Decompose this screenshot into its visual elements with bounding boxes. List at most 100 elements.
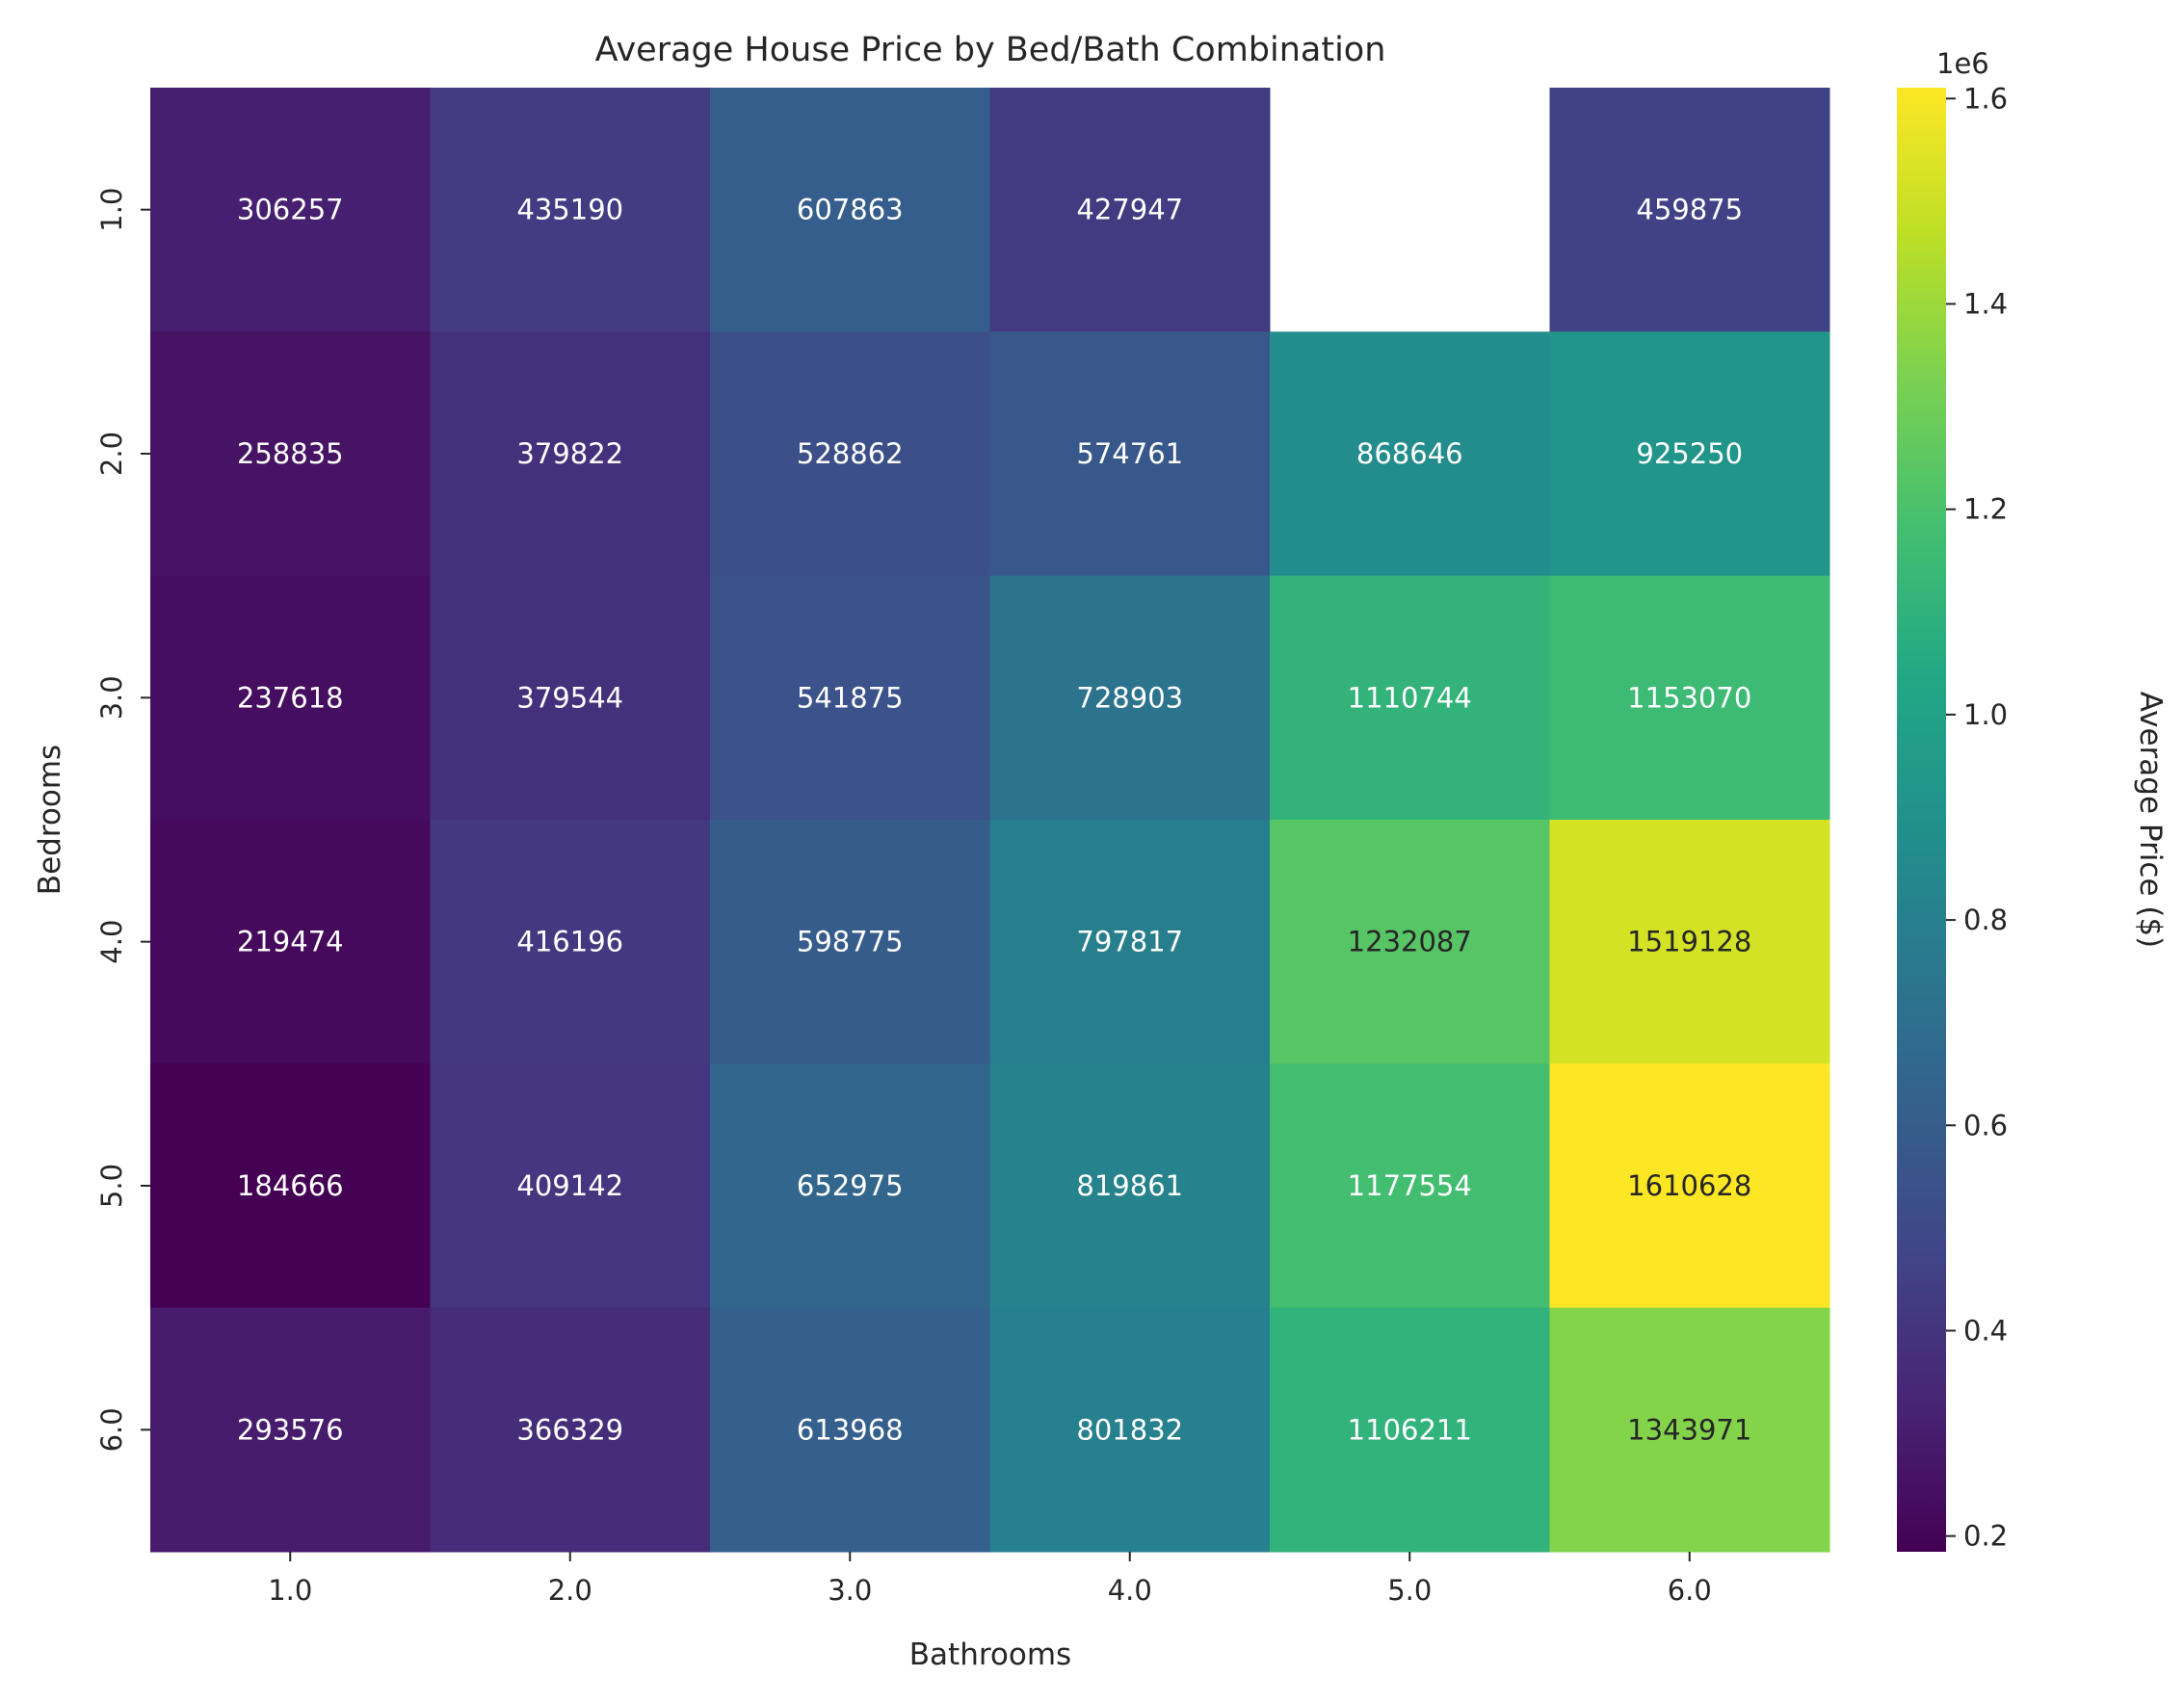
cell-value-label: 1232087	[1348, 926, 1472, 958]
cell-value-label: 1153070	[1627, 681, 1751, 714]
heatmap-cell	[430, 1307, 711, 1553]
heatmap-cell	[989, 331, 1271, 577]
heatmap-cell	[989, 88, 1271, 332]
heatmap-cell	[150, 1063, 431, 1309]
colorbar-tick-label: 1.4	[1963, 288, 2008, 321]
cell-value-label: 598775	[797, 926, 904, 958]
heatmap-cell	[150, 820, 431, 1064]
colorbar-tick-label: 1.2	[1963, 493, 2008, 526]
heatmap-cell	[1549, 331, 1830, 577]
heatmap-cell	[430, 820, 711, 1064]
heatmap-cell	[150, 88, 431, 332]
colorbar-offset-text: 1e6	[1936, 47, 1989, 80]
cell-value-label: 1110744	[1348, 681, 1472, 714]
x-tick-label: 1.0	[268, 1574, 312, 1607]
cell-value-label: 459875	[1636, 194, 1743, 226]
cell-value-label: 541875	[797, 681, 904, 714]
colorbar-gradient	[1897, 88, 1946, 1552]
heatmap-cell	[1549, 1307, 1830, 1553]
x-tick-label: 4.0	[1108, 1574, 1152, 1607]
colorbar-tick-label: 1.0	[1963, 698, 2008, 731]
cell-value-label: 1177554	[1348, 1169, 1472, 1202]
colorbar-tick-label: 0.4	[1963, 1314, 2008, 1347]
x-tick-label: 3.0	[828, 1574, 872, 1607]
cell-value-label: 1519128	[1627, 926, 1751, 958]
cell-value-label: 184666	[237, 1169, 344, 1202]
heatmap-cell	[1549, 88, 1830, 332]
cell-value-label: 379822	[516, 437, 623, 470]
x-tick-label: 2.0	[548, 1574, 592, 1607]
x-tick-label: 6.0	[1668, 1574, 1712, 1607]
cell-value-label: 306257	[237, 194, 344, 226]
cell-value-label: 237618	[237, 681, 344, 714]
colorbar-tick-label: 0.2	[1963, 1520, 2008, 1553]
heatmap-cell	[989, 1307, 1271, 1553]
heatmap-cell	[430, 331, 711, 577]
cell-value-label: 258835	[237, 437, 344, 470]
y-tick-label: 5.0	[95, 1164, 128, 1208]
cell-value-label: 528862	[797, 437, 904, 470]
cell-value-label: 1106211	[1348, 1413, 1472, 1446]
cell-value-label: 574761	[1076, 437, 1183, 470]
cell-value-label: 797817	[1076, 926, 1183, 958]
x-axis-label: Bathrooms	[909, 1638, 1071, 1672]
heatmap-cell	[1549, 820, 1830, 1064]
heatmap-cell	[150, 331, 431, 577]
x-axis-ticks: 1.0 2.0 3.0 4.0 5.0 6.0	[268, 1552, 1712, 1607]
heatmap-cell	[989, 820, 1271, 1064]
cell-value-label: 293576	[237, 1413, 344, 1446]
y-axis-ticks: 1.0 2.0 3.0 4.0 5.0 6.0	[95, 188, 150, 1452]
cell-value-label: 868646	[1356, 437, 1463, 470]
heatmap-cell	[710, 1307, 990, 1553]
x-tick-label: 5.0	[1387, 1574, 1432, 1607]
heatmap-cells: 306257 435190 607863 427947 459875 258835 3798…	[150, 88, 1830, 1553]
y-axis-label: Bedrooms	[33, 745, 67, 895]
heatmap-cell	[1270, 331, 1550, 577]
cell-value-label: 435190	[516, 194, 623, 226]
heatmap-cell	[710, 88, 990, 332]
colorbar-tick-label: 0.8	[1963, 904, 2008, 936]
heatmap-cell	[150, 575, 431, 821]
heatmap-cell	[989, 1063, 1271, 1309]
colorbar-tick-label: 1.6	[1963, 82, 2008, 115]
chart-title: Average House Price by Bed/Bath Combinat…	[595, 31, 1386, 69]
heatmap-cell	[710, 575, 990, 821]
y-tick-label: 6.0	[95, 1407, 128, 1452]
heatmap-cell	[989, 575, 1271, 821]
cell-value-label: 819861	[1076, 1169, 1183, 1202]
cell-value-label: 607863	[797, 194, 904, 226]
y-tick-label: 1.0	[95, 188, 128, 232]
cell-value-label: 416196	[516, 926, 623, 958]
cell-value-label: 366329	[516, 1413, 623, 1446]
cell-value-label: 379544	[516, 681, 623, 714]
y-tick-label: 4.0	[95, 920, 128, 964]
heatmap-cell	[1549, 1063, 1830, 1309]
heatmap-cell	[1270, 820, 1550, 1064]
heatmap-cell	[1270, 575, 1550, 821]
heatmap-cell	[1549, 575, 1830, 821]
heatmap-cell	[430, 88, 711, 332]
heatmap-cell	[710, 1063, 990, 1309]
heatmap-cell	[430, 1063, 711, 1309]
y-tick-label: 2.0	[95, 432, 128, 476]
heatmap-cell	[710, 331, 990, 577]
cell-value-label: 728903	[1076, 681, 1183, 714]
cell-value-label: 925250	[1636, 437, 1743, 470]
heatmap-cell	[1270, 1063, 1550, 1309]
heatmap-cell	[1270, 1307, 1550, 1553]
y-tick-label: 3.0	[95, 675, 128, 720]
cell-value-label: 409142	[516, 1169, 623, 1202]
colorbar-tick-label: 0.6	[1963, 1109, 2008, 1141]
cell-value-label: 801832	[1076, 1413, 1183, 1446]
colorbar-label: Average Price ($)	[2133, 692, 2168, 949]
cell-value-label: 652975	[797, 1169, 904, 1202]
heatmap-cell	[710, 820, 990, 1064]
cell-value-label: 613968	[797, 1413, 904, 1446]
cell-value-label: 219474	[237, 926, 344, 958]
heatmap-cell	[430, 575, 711, 821]
cell-value-label: 1610628	[1627, 1169, 1751, 1202]
cell-value-label: 427947	[1076, 194, 1183, 226]
heatmap-cell	[150, 1307, 431, 1553]
cell-value-label: 1343971	[1627, 1413, 1751, 1446]
